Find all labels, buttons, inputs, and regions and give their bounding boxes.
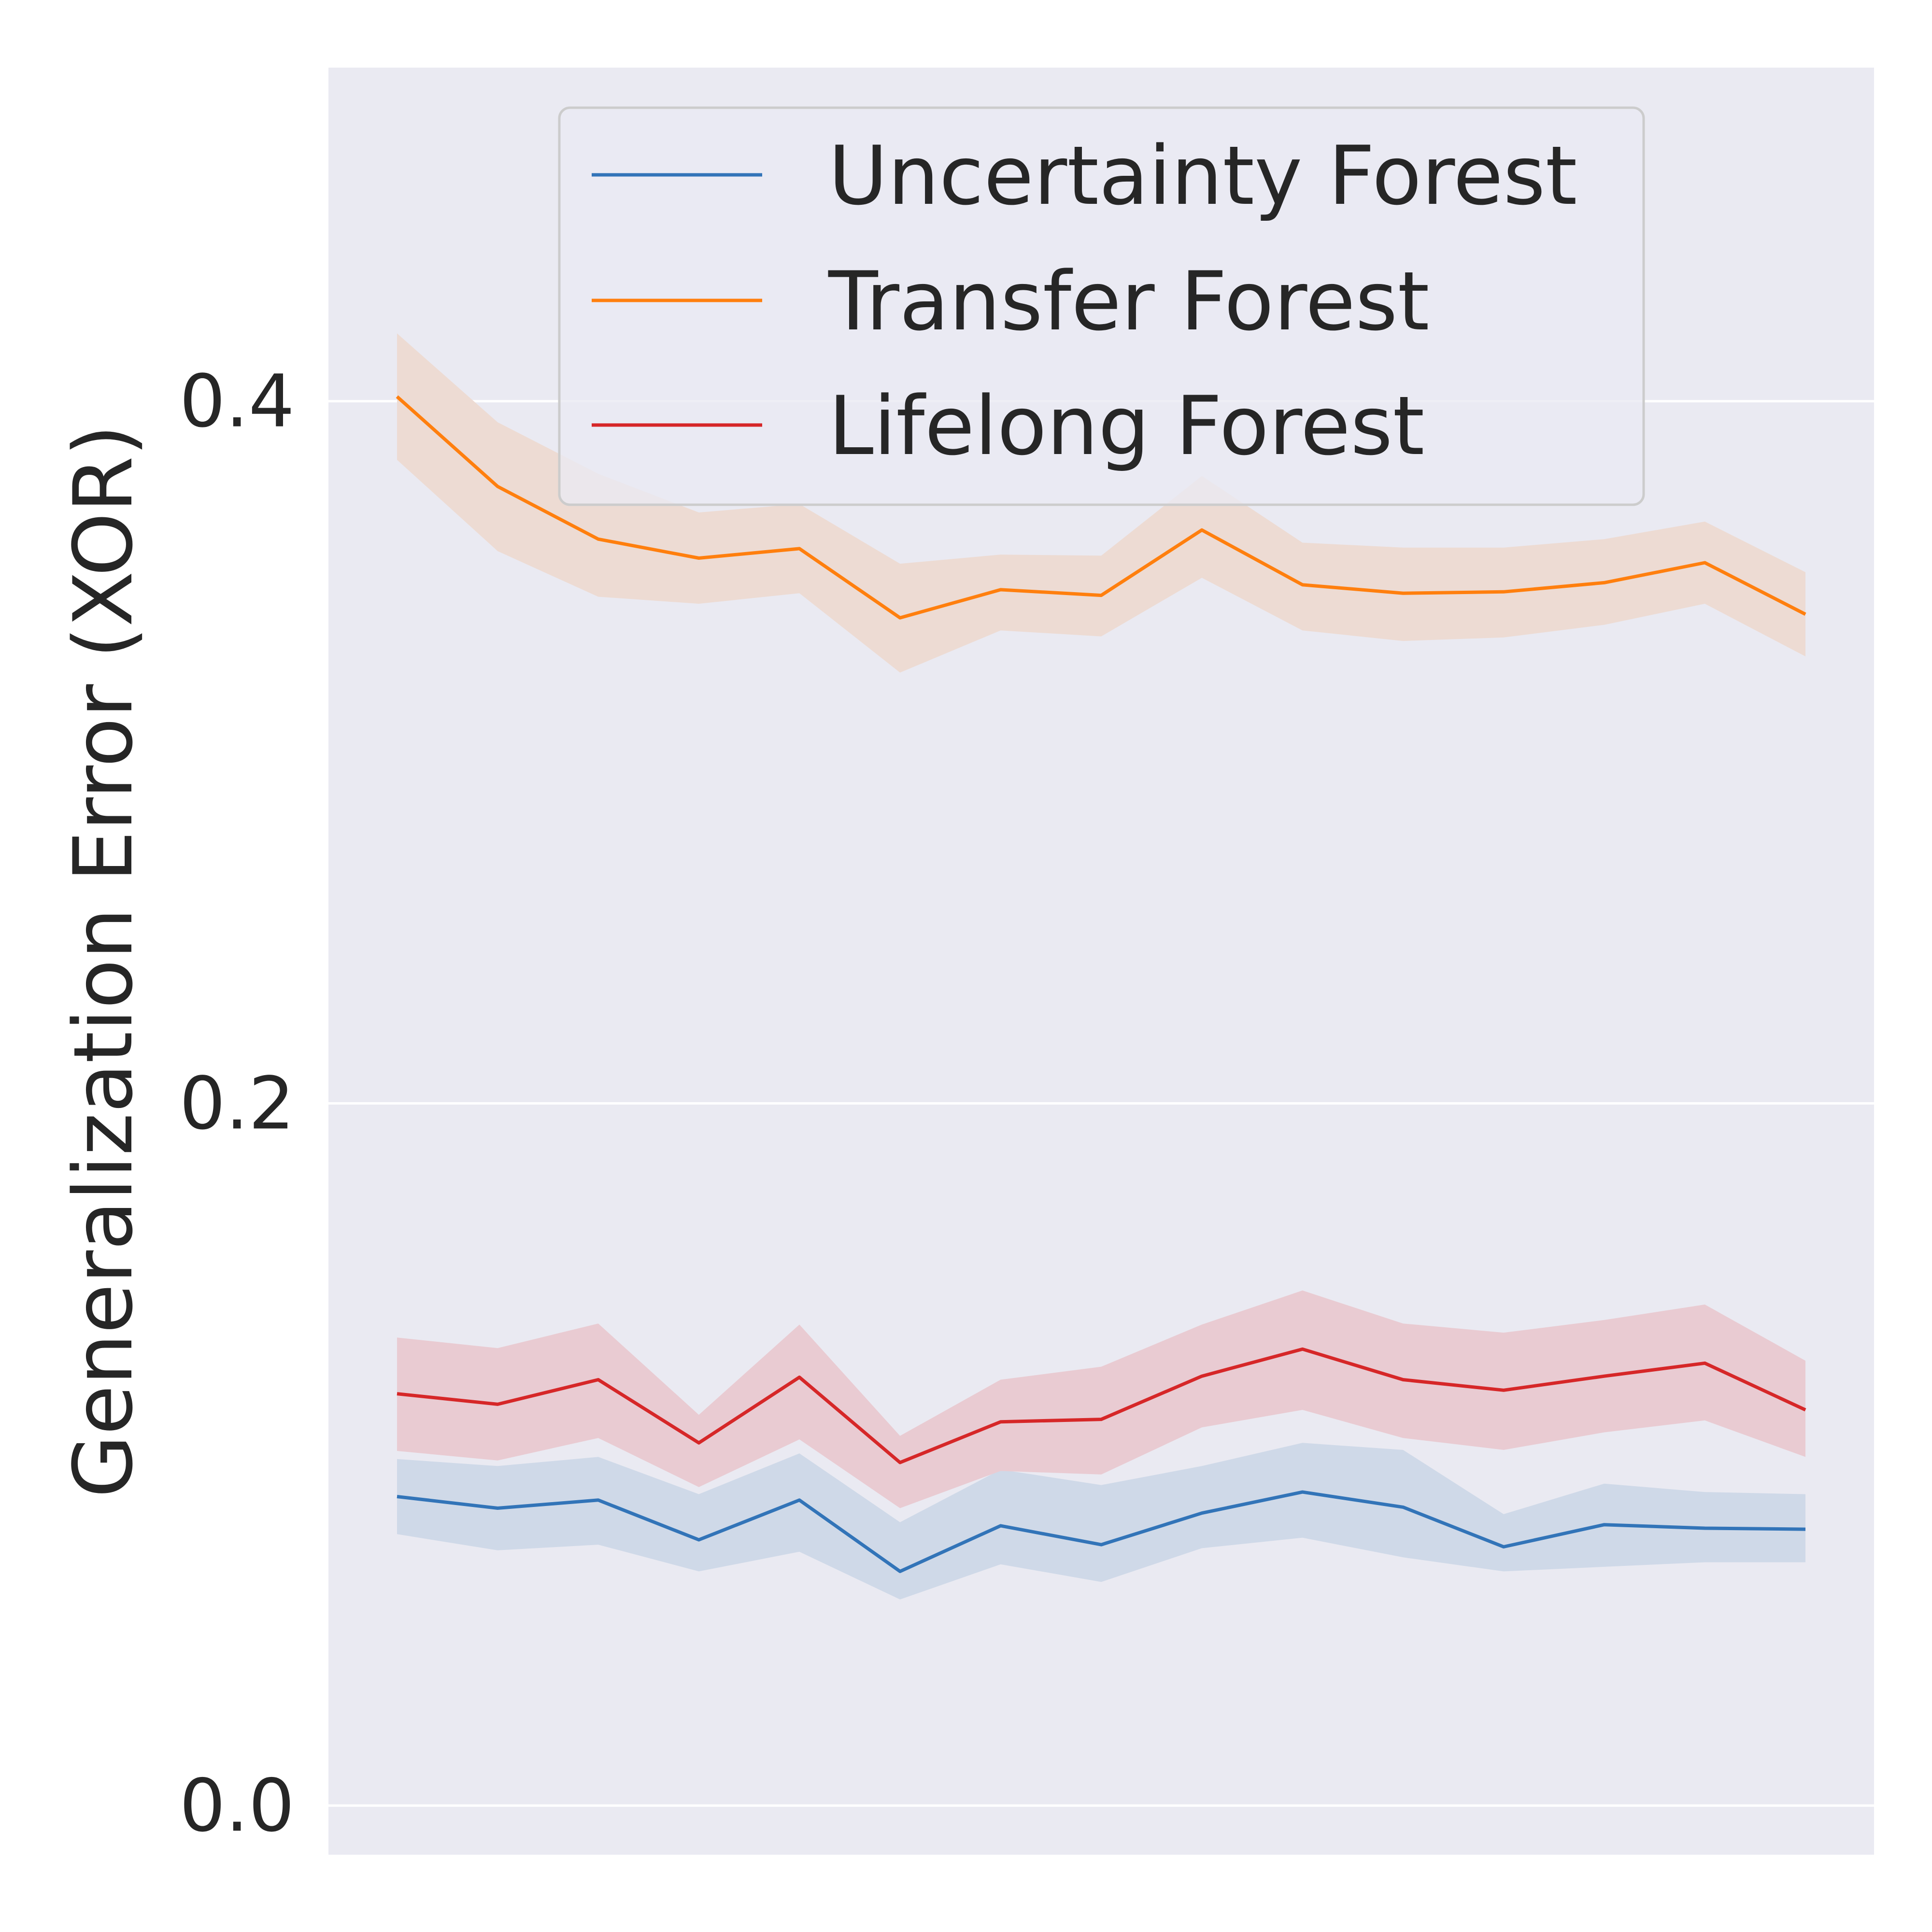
confidence-bands <box>397 333 1805 1600</box>
y-tick-label-0: 0.0 <box>179 1764 295 1848</box>
lifelong-forest-band <box>397 1290 1805 1508</box>
legend-box <box>558 106 1645 506</box>
transfer-forest-band <box>397 333 1805 673</box>
y-axis-label: Generalization Error (XOR) <box>56 425 151 1498</box>
lifelong-forest-line <box>397 1347 1806 1464</box>
uncertainty-forest-line <box>397 1490 1806 1573</box>
transfer-forest-line <box>396 395 1806 620</box>
y-tick-labels: 0.0 0.2 0.4 <box>179 360 295 1848</box>
series-lines <box>396 395 1806 1573</box>
legend-label-lifelong-forest: Lifelong Forest <box>828 379 1424 473</box>
y-tick-label-1: 0.2 <box>179 1062 295 1146</box>
y-tick-label-2: 0.4 <box>179 360 295 444</box>
legend-label-transfer-forest: Transfer Forest <box>828 254 1430 349</box>
legend: Uncertainty Forest Transfer Forest Lifelon… <box>558 106 1645 506</box>
legend-label-uncertainty-forest: Uncertainty Forest <box>828 128 1577 223</box>
uncertainty-forest-band <box>397 1443 1805 1600</box>
